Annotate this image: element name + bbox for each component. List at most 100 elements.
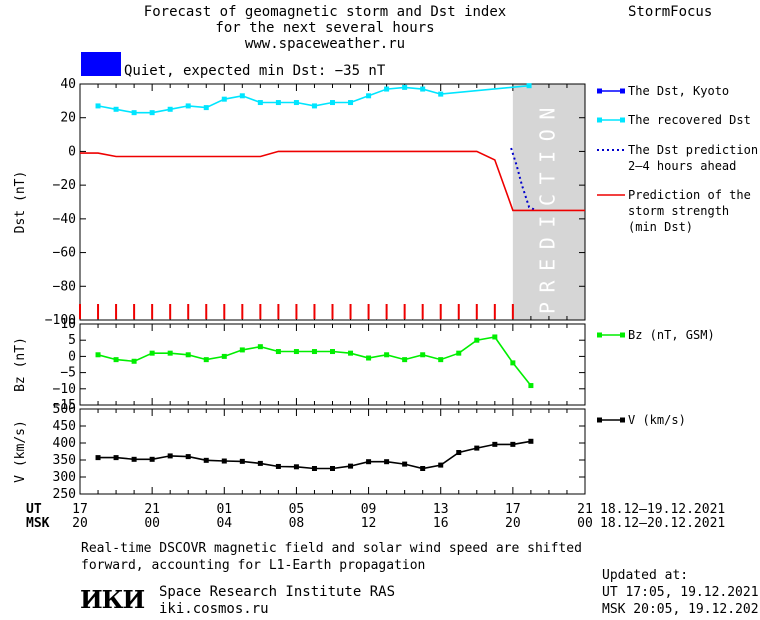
data-point-v: [528, 438, 534, 444]
legend-label: The Dst prediction: [628, 143, 758, 157]
ut-date-range: 18.12–19.12.2021: [600, 502, 725, 517]
data-point-recovered: [203, 105, 209, 111]
y-tick-label: −100: [45, 313, 76, 328]
y-tick-label: 0: [68, 349, 76, 364]
legend-label: V (km/s): [628, 413, 686, 427]
y-axis-label: Bz (nT): [13, 337, 28, 392]
y-tick-label: −20: [53, 178, 76, 193]
brand-label: StormFocus: [628, 4, 713, 20]
data-point-v: [293, 464, 299, 470]
y-tick-label: 0: [68, 144, 76, 159]
data-point-bz: [528, 383, 534, 389]
legend-marker: [597, 332, 602, 338]
y-tick-label: 300: [53, 470, 76, 485]
msk-date-range: 18.12–20.12.2021: [600, 516, 725, 531]
prediction-band-letter: I: [535, 216, 559, 228]
prediction-band-letter: N: [535, 108, 559, 120]
footnote-line-1: Real-time DSCOVR magnetic field and sola…: [81, 541, 582, 556]
data-point-v: [95, 455, 101, 461]
data-point-recovered: [275, 100, 281, 106]
data-point-recovered: [384, 86, 390, 92]
series-line-bz: [97, 336, 532, 387]
ut-tick-label: 21: [144, 502, 160, 517]
org-name: Space Research Institute RAS: [159, 584, 396, 600]
panel-frame: [79, 408, 586, 495]
y-tick-label: −15: [53, 398, 76, 413]
prediction-band-letter: P: [535, 302, 559, 314]
data-point-v: [438, 462, 444, 468]
data-point-v: [167, 453, 173, 459]
series-line-storm: [80, 150, 585, 212]
data-point-bz: [474, 337, 480, 343]
ut-tick-label: 09: [361, 502, 377, 517]
data-point-recovered: [221, 96, 227, 102]
y-tick-label: −10: [53, 382, 76, 397]
data-point-bz: [257, 344, 263, 350]
data-point-bz: [420, 352, 426, 358]
y-tick-label: 250: [53, 487, 76, 502]
data-point-bz: [221, 353, 227, 359]
footnote-line-2: forward, accounting for L1-Earth propaga…: [81, 558, 426, 573]
panel-frame: [79, 323, 586, 406]
y-axis-label: Dst (nT): [13, 171, 28, 234]
series-line-recovered: [97, 84, 530, 114]
data-point-v: [221, 458, 227, 464]
data-point-recovered: [402, 84, 408, 90]
legend-label: 2–4 hours ahead: [628, 159, 736, 173]
status-text: Quiet, expected min Dst: −35 nT: [124, 63, 386, 79]
data-point-bz: [402, 357, 408, 363]
data-point-v: [492, 441, 498, 447]
data-point-recovered: [366, 93, 372, 99]
y-tick-label: 5: [68, 333, 76, 348]
prediction-band-letter: T: [535, 172, 559, 184]
prediction-band-letter: E: [535, 259, 559, 271]
data-point-v: [311, 466, 317, 471]
ut-label: UT: [26, 502, 42, 517]
data-point-v: [474, 445, 480, 451]
chart-title: Forecast of geomagnetic storm and Dst in…: [100, 4, 550, 52]
data-point-bz: [456, 350, 462, 356]
data-point-recovered: [95, 103, 101, 109]
data-point-v: [384, 459, 390, 465]
legend-marker: [597, 417, 602, 423]
data-point-recovered: [348, 100, 354, 106]
data-point-recovered: [293, 100, 299, 106]
data-point-v: [275, 463, 281, 469]
legend: The Dst, Kyoto The recovered Dst The Dst p…: [597, 84, 758, 427]
data-point-v: [456, 450, 462, 456]
data-point-v: [348, 463, 354, 469]
msk-tick-label: 04: [216, 516, 232, 531]
y-tick-label: 500: [53, 402, 76, 417]
legend-marker: [597, 117, 602, 123]
y-tick-label: −40: [53, 212, 76, 227]
org-url-link[interactable]: iki.cosmos.ru: [159, 601, 269, 617]
y-tick-label: −60: [53, 246, 76, 261]
legend-label: Prediction of the: [628, 188, 751, 202]
msk-label: MSK: [26, 516, 50, 531]
ut-tick-label: 01: [216, 502, 232, 517]
data-point-recovered: [131, 110, 137, 116]
prediction-band: [512, 84, 585, 320]
msk-tick-label: 20: [505, 516, 521, 531]
legend-label: storm strength: [628, 204, 729, 218]
legend-label: Bz (nT, GSM): [628, 328, 715, 342]
legend-marker: [620, 88, 625, 94]
data-point-recovered: [257, 100, 263, 106]
data-point-recovered: [149, 110, 155, 116]
prediction-band-letter: C: [535, 194, 559, 206]
y-tick-label: 450: [53, 419, 76, 434]
data-point-v: [185, 454, 191, 460]
y-tick-label: −5: [60, 366, 76, 381]
data-point-v: [113, 455, 119, 461]
v-panel: 500 450 400 350 300 250 V (km/s): [13, 402, 586, 502]
data-point-bz: [330, 349, 335, 355]
ut-tick-label: 05: [289, 502, 305, 517]
data-point-v: [366, 459, 372, 465]
ut-tick-label: 17: [505, 502, 521, 517]
data-point-bz: [275, 349, 281, 355]
data-point-recovered: [438, 91, 444, 97]
data-point-v: [149, 456, 155, 462]
series-line-prediction: [510, 147, 537, 212]
